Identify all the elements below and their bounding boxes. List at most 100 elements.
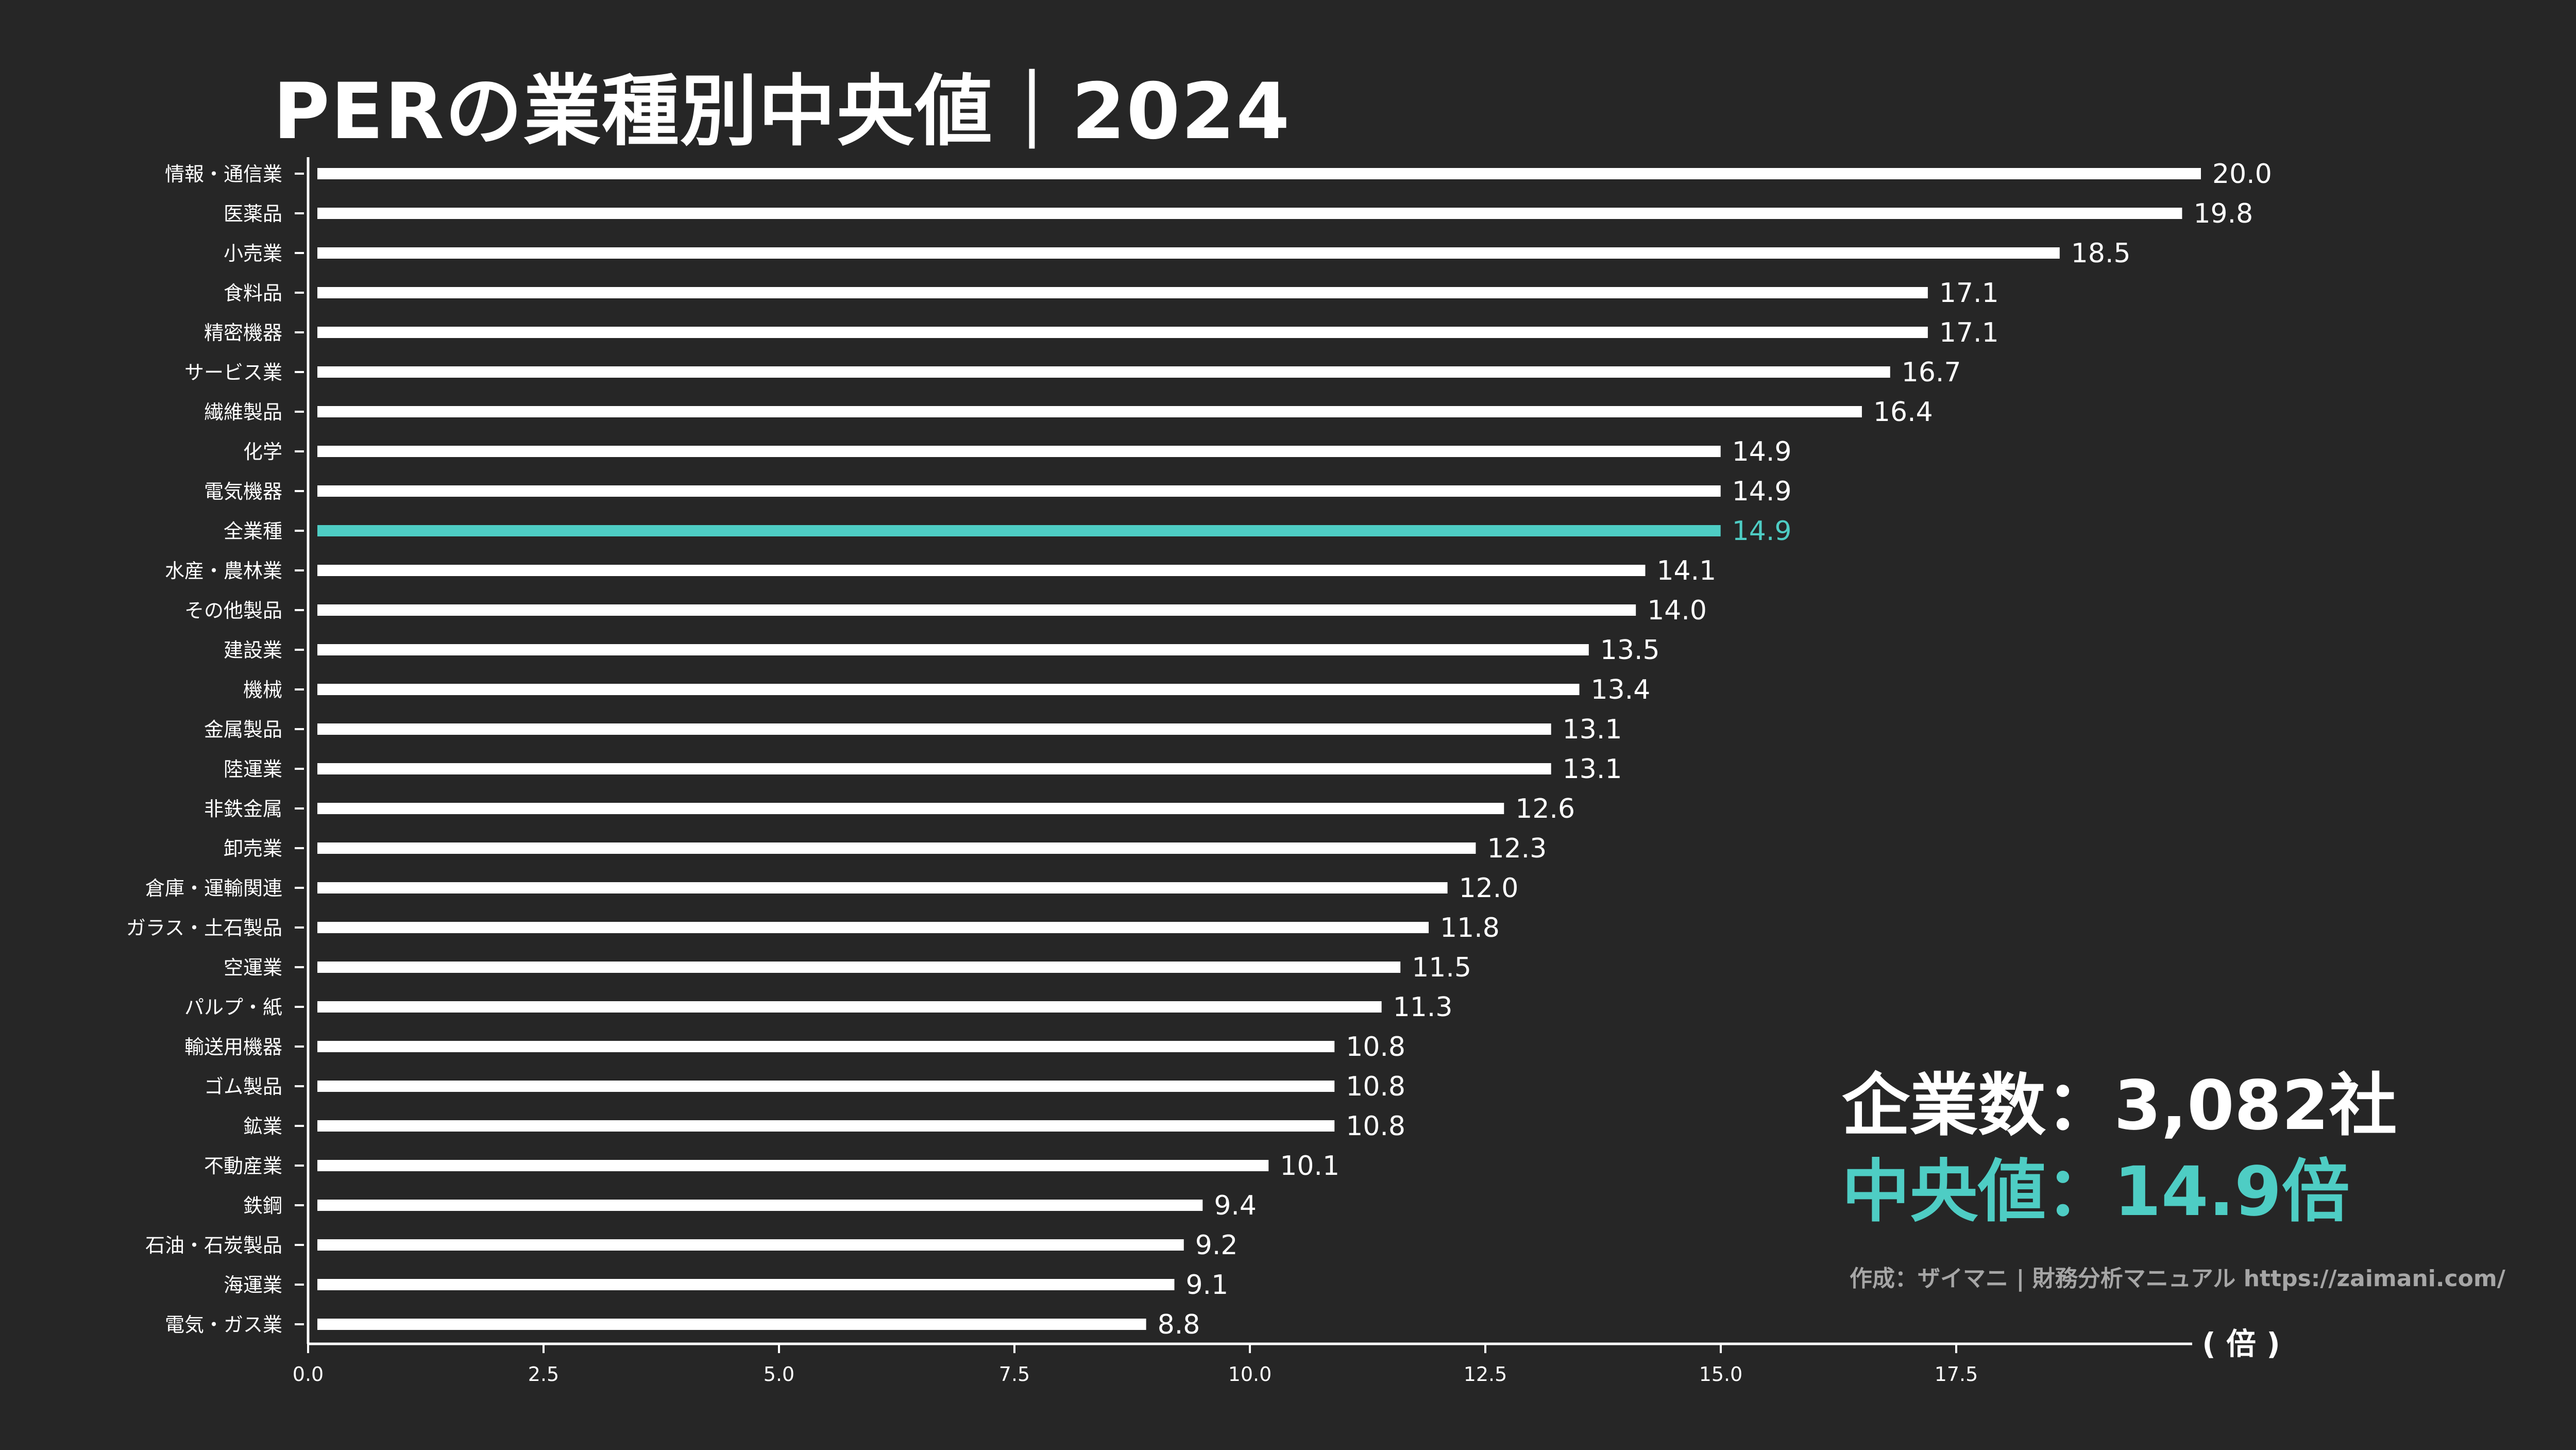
category-label: 機械	[243, 679, 282, 701]
value-label: 16.7	[1902, 357, 1961, 388]
bar	[317, 882, 1448, 893]
value-label: 11.3	[1393, 992, 1453, 1023]
chart-title: PERの業種別中央値｜2024	[273, 67, 1291, 157]
category-label: 空運業	[224, 956, 282, 979]
category-label: 倉庫・運輸関連	[145, 877, 282, 900]
bar	[317, 842, 1476, 854]
bar	[317, 287, 1928, 298]
value-label: 17.1	[1939, 317, 1999, 348]
category-label: 水産・農林業	[165, 560, 282, 582]
value-labels: 20.0 19.8 18.5 17.1 17.1 16.7 16.4 14.9 14.9 14.9…	[1158, 159, 2272, 1340]
y-axis-labels: 情報・通信業医薬品小売業食料品精密機器サービス業繊維製品化学電気機器全業種水産・…	[126, 163, 304, 1336]
bar	[317, 1041, 1335, 1052]
category-label: 化学	[243, 441, 282, 463]
bar	[317, 723, 1551, 735]
category-label: 鉱業	[243, 1115, 282, 1138]
company-count-value: 3,082社	[2114, 1066, 2397, 1145]
bar	[317, 525, 1721, 536]
value-label: 20.0	[2212, 159, 2272, 190]
x-tick-label: 7.5	[999, 1363, 1030, 1386]
bar	[317, 604, 1636, 616]
bar	[317, 485, 1721, 497]
value-label: 11.5	[1412, 952, 1471, 983]
category-label: 陸運業	[224, 758, 282, 781]
value-label: 10.8	[1346, 1111, 1405, 1142]
bar	[317, 1001, 1382, 1013]
category-label: 電気機器	[204, 480, 282, 503]
value-label: 19.8	[2193, 198, 2253, 229]
value-label: 10.8	[1346, 1032, 1405, 1063]
bar	[317, 366, 1890, 378]
bar	[317, 247, 2060, 259]
category-label: 電気・ガス業	[165, 1313, 282, 1336]
bar	[317, 1200, 1203, 1211]
value-label: 12.6	[1515, 794, 1575, 824]
category-label: 輸送用機器	[184, 1036, 282, 1058]
bar	[317, 565, 1646, 576]
bar	[317, 962, 1401, 973]
value-label: 18.5	[2071, 238, 2131, 269]
x-tick-label: 0.0	[293, 1363, 324, 1386]
x-axis: 0.0 2.5 5.0 7.5 10.0 12.5 15.0 17.5 ( 倍 )	[293, 157, 2280, 1386]
bar	[317, 1279, 1175, 1290]
bar	[317, 922, 1429, 933]
value-label: 12.3	[1487, 833, 1547, 864]
category-label: 石油・石炭製品	[145, 1234, 282, 1257]
value-label: 14.9	[1732, 476, 1792, 507]
bar	[317, 1239, 1184, 1251]
category-label: サービス業	[184, 361, 282, 384]
value-label: 12.0	[1459, 873, 1519, 904]
category-label: パルプ・紙	[184, 996, 282, 1019]
category-label: 食料品	[224, 282, 282, 305]
category-label: 海運業	[224, 1274, 282, 1296]
value-label: 9.2	[1195, 1230, 1238, 1261]
bar	[317, 327, 1928, 338]
bar	[317, 684, 1580, 695]
company-count-label: 企業数：	[1842, 1066, 2114, 1145]
value-label: 13.1	[1563, 754, 1622, 785]
value-label: 13.1	[1563, 714, 1622, 745]
bar	[317, 1319, 1146, 1330]
bars	[317, 168, 2201, 1330]
category-label: 不動産業	[204, 1155, 282, 1177]
bar	[317, 763, 1551, 774]
value-label: 17.1	[1939, 278, 1999, 309]
category-label: ガラス・土石製品	[126, 917, 282, 939]
bar	[317, 168, 2201, 179]
category-label: 精密機器	[204, 322, 282, 344]
bar	[317, 208, 2182, 219]
category-label: 繊維製品	[204, 401, 282, 424]
value-label: 14.9	[1732, 436, 1792, 467]
bar	[317, 803, 1504, 814]
bar	[317, 1160, 1269, 1171]
category-label: ゴム製品	[204, 1075, 282, 1098]
value-label: 8.8	[1158, 1309, 1200, 1340]
value-label: 9.4	[1214, 1190, 1257, 1221]
value-label: 9.1	[1185, 1270, 1228, 1301]
x-tick-label: 12.5	[1464, 1363, 1507, 1386]
value-label: 10.1	[1280, 1151, 1340, 1182]
unit-label: ( 倍 )	[2202, 1326, 2280, 1361]
value-label: 10.8	[1346, 1071, 1405, 1102]
bar	[317, 1081, 1335, 1092]
category-label: 非鉄金属	[204, 798, 282, 820]
median-value: 中央値：14.9倍	[1842, 1158, 2397, 1226]
x-tick-label: 2.5	[528, 1363, 559, 1386]
category-label: 建設業	[224, 639, 282, 662]
category-label: 医薬品	[224, 203, 282, 225]
x-tick-label: 5.0	[764, 1363, 794, 1386]
category-label: 金属製品	[204, 718, 282, 741]
median-label: 中央値：	[1842, 1152, 2114, 1232]
value-label: 14.0	[1647, 595, 1707, 626]
value-label: 13.4	[1591, 675, 1651, 705]
x-tick-label: 17.5	[1935, 1363, 1978, 1386]
value-label: 14.9	[1732, 516, 1792, 547]
category-label: 鉄鋼	[243, 1194, 282, 1217]
summary-stats: 企業数：3,082社 中央値：14.9倍	[1842, 1072, 2397, 1226]
value-label: 11.8	[1440, 913, 1500, 943]
category-label: 全業種	[224, 520, 282, 543]
bar	[317, 446, 1721, 457]
median-number: 14.9倍	[2114, 1152, 2350, 1232]
bar	[317, 406, 1862, 417]
